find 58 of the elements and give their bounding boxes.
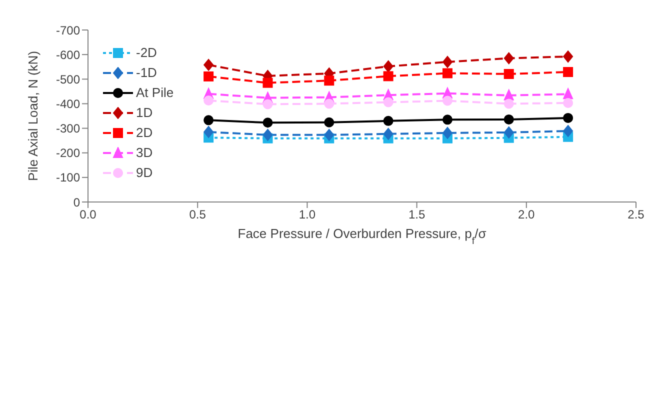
- x-axis-title: Face Pressure / Overburden Pressure, p$_{f}$/σ: [238, 226, 486, 246]
- point: [262, 128, 273, 141]
- y-tick-label: -300: [56, 122, 80, 136]
- y-tick-label: -400: [56, 96, 80, 111]
- point: [442, 96, 452, 106]
- point: [442, 126, 452, 139]
- x-tick-label: 1.0: [298, 208, 316, 222]
- point: [204, 96, 214, 106]
- point: [383, 97, 394, 108]
- point: [563, 112, 574, 123]
- point: [383, 71, 394, 82]
- x-tick-label: 0.5: [189, 208, 206, 222]
- point: [204, 115, 214, 126]
- y-axis-title: Pile Axial Load, N (kN): [26, 50, 41, 182]
- point: [504, 126, 514, 138]
- point: [504, 52, 514, 64]
- x-tick-label: 1.5: [408, 208, 426, 222]
- y-tick-label: -500: [56, 72, 80, 86]
- point: [204, 58, 214, 71]
- point: [563, 124, 574, 137]
- y-tick-label: -100: [56, 170, 80, 185]
- point: [204, 126, 214, 138]
- point: [383, 116, 394, 126]
- point: [442, 56, 452, 68]
- legend-label: -1D: [136, 64, 157, 82]
- point: [442, 68, 452, 78]
- legend-label: At Pile: [136, 84, 174, 102]
- legend-label: 9D: [136, 164, 153, 182]
- legend-label: 1D: [136, 104, 153, 122]
- y-tick-label: -200: [56, 146, 80, 160]
- legend-label: 2D: [136, 124, 153, 142]
- point: [324, 76, 334, 86]
- point: [324, 117, 334, 128]
- point: [204, 71, 214, 82]
- point: [563, 88, 574, 100]
- point: [563, 50, 574, 63]
- point: [262, 118, 273, 128]
- point: [324, 128, 334, 141]
- point: [504, 98, 514, 109]
- legend-label: -2D: [136, 44, 157, 62]
- point: [383, 60, 394, 72]
- point: [563, 98, 574, 108]
- point: [324, 98, 334, 109]
- point: [442, 114, 452, 125]
- point: [563, 67, 574, 78]
- y-tick-label: -600: [56, 48, 80, 62]
- y-tick-label: 0: [73, 195, 80, 210]
- legend-label: 3D: [136, 144, 153, 162]
- point: [262, 78, 273, 88]
- x-tick-label: 0.0: [80, 208, 97, 222]
- point: [383, 128, 394, 140]
- x-tick-label: 2.5: [628, 208, 645, 222]
- point: [504, 68, 514, 79]
- point: [504, 114, 514, 124]
- point: [262, 99, 273, 110]
- point: [504, 89, 514, 100]
- x-tick-label: 2.0: [518, 208, 536, 222]
- y-tick-label: -700: [56, 23, 80, 38]
